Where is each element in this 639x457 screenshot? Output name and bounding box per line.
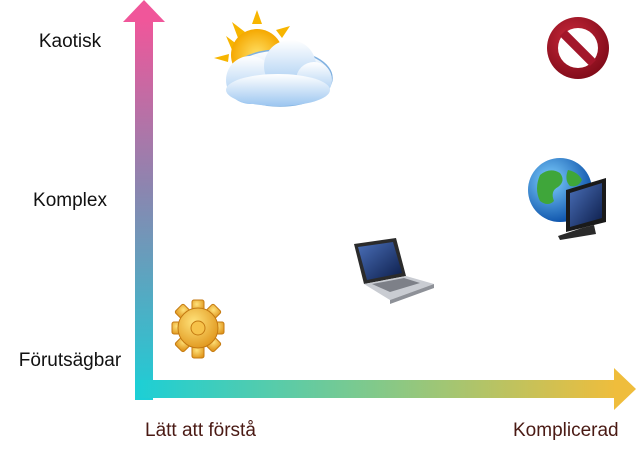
laptop-icon (354, 238, 434, 304)
x-axis-end-label: Komplicerad (513, 420, 619, 441)
x-axis-arrowhead (614, 368, 636, 410)
no-entry-icon (547, 17, 609, 79)
level-label-predictable: Förutsägbar (18, 350, 122, 371)
gear-icon (171, 299, 225, 359)
weather-sun-cloud-icon (214, 10, 333, 107)
globe-monitor-icon (528, 158, 606, 240)
y-axis-arrowhead (123, 0, 165, 22)
x-axis-start-label: Lätt att förstå (145, 420, 256, 441)
level-label-complex: Komplex (33, 190, 107, 211)
y-axis (123, 0, 165, 400)
x-axis (135, 368, 636, 410)
level-label-chaotic: Kaotisk (38, 31, 102, 52)
